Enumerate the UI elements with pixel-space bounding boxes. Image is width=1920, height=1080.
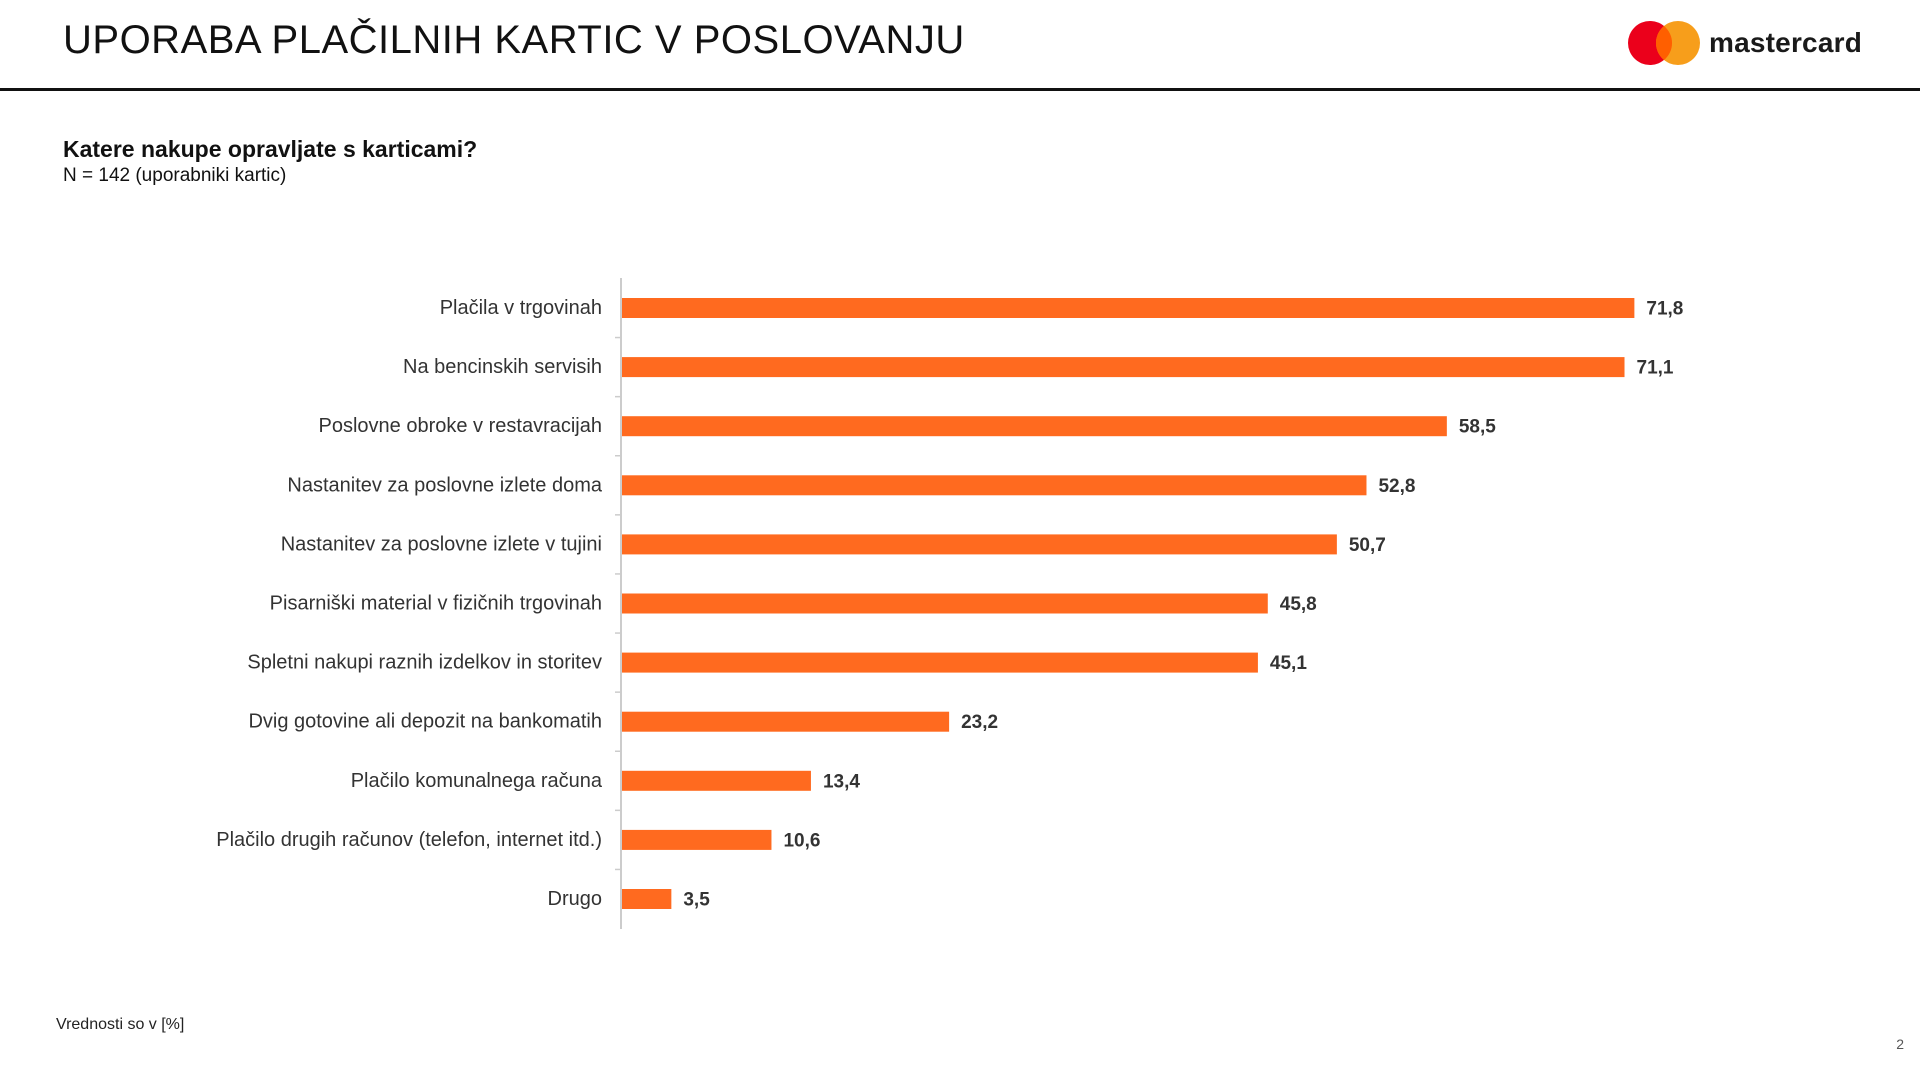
value-label: 58,5 — [1459, 417, 1496, 438]
mastercard-circles-icon — [1628, 21, 1701, 65]
category-label: Nastanitev za poslovne izlete doma — [287, 474, 602, 496]
logo-text: mastercard — [1709, 27, 1862, 58]
value-label: 23,2 — [961, 712, 998, 733]
bar — [622, 593, 1268, 614]
bar — [622, 416, 1447, 437]
category-label: Na bencinskih servisih — [403, 356, 602, 378]
sample-size-note: N = 142 (uporabniki kartic) — [63, 165, 287, 186]
page-title: UPORABA PLAČILNIH KARTIC V POSLOVANJU — [63, 18, 965, 62]
bar — [622, 711, 950, 732]
category-label: Spletni nakupi raznih izdelkov in storit… — [247, 652, 602, 674]
category-label: Drugo — [548, 888, 602, 910]
bar — [622, 770, 811, 791]
category-label: Plačila v trgovinah — [440, 297, 602, 319]
category-label: Nastanitev za poslovne izlete v tujini — [281, 533, 602, 555]
bar — [622, 889, 672, 909]
category-label: Pisarniški material v fizičnih trgovinah — [270, 593, 602, 615]
bar — [622, 652, 1258, 673]
chart-question: Katere nakupe opravljate s karticami? — [63, 136, 478, 162]
bar — [622, 357, 1625, 378]
footnote: Vrednosti so v [%] — [56, 1016, 185, 1033]
bar — [622, 298, 1635, 318]
header: UPORABA PLAČILNIH KARTIC V POSLOVANJU ma… — [0, 0, 1920, 91]
value-label: 13,4 — [823, 771, 860, 792]
value-label: 45,1 — [1270, 653, 1307, 674]
value-label: 45,8 — [1280, 594, 1317, 615]
bar — [622, 534, 1337, 555]
value-label: 71,1 — [1637, 358, 1674, 379]
category-label: Dvig gotovine ali depozit na bankomatih — [248, 711, 602, 733]
value-label: 52,8 — [1378, 476, 1415, 497]
bar — [622, 829, 772, 850]
category-label: Plačilo komunalnega računa — [351, 770, 603, 792]
value-label: 3,5 — [683, 890, 710, 911]
value-label: 71,8 — [1646, 299, 1683, 320]
category-label: Plačilo drugih računov (telefon, interne… — [216, 829, 602, 851]
category-label: Poslovne obroke v restavracijah — [319, 415, 602, 437]
bar-chart: Plačila v trgovinah 71,8 Na bencinskih ser… — [216, 278, 1683, 929]
value-label: 50,7 — [1349, 535, 1386, 556]
bar — [622, 475, 1367, 496]
page-number: 2 — [1896, 1036, 1904, 1052]
mastercard-logo: mastercard — [1627, 18, 1862, 68]
value-label: 10,6 — [783, 830, 820, 851]
